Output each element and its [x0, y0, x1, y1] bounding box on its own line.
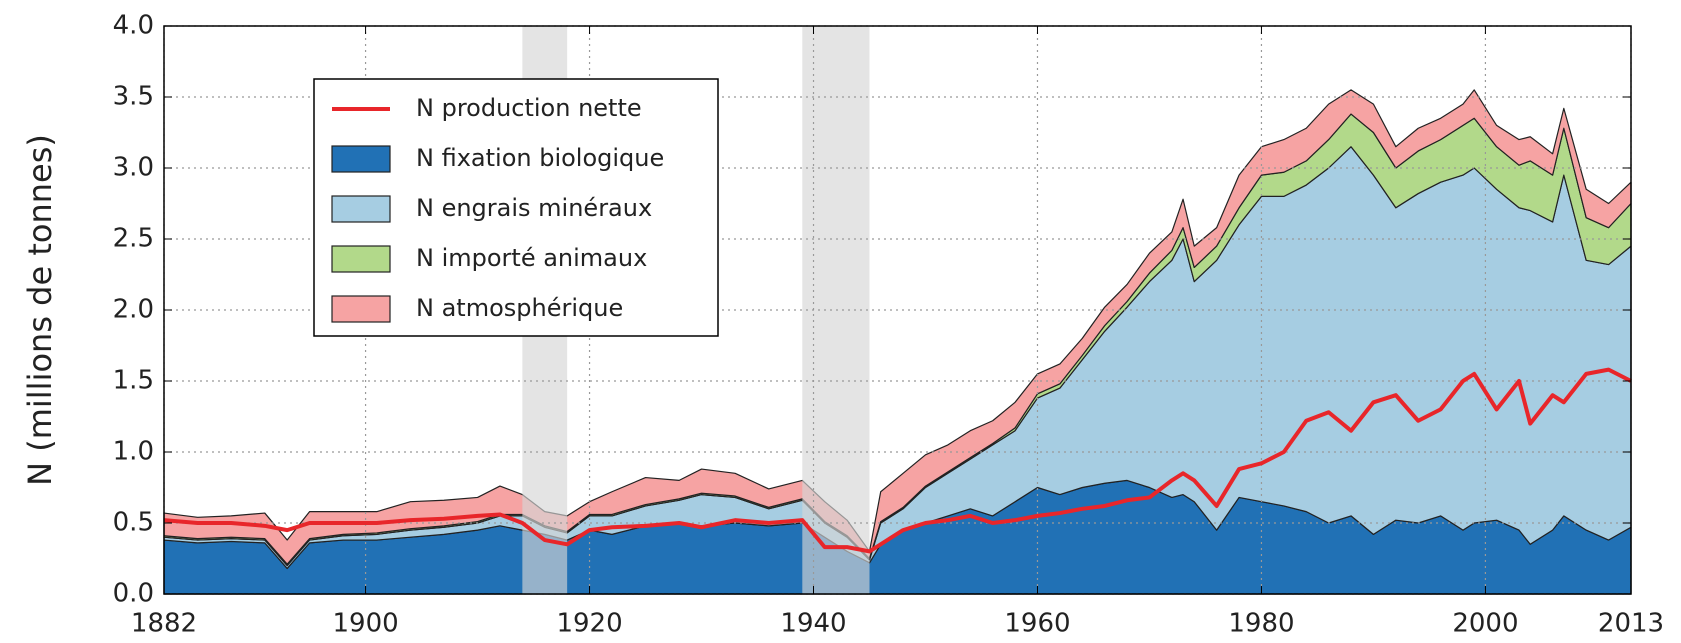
y-tick-label: 3.0	[113, 153, 154, 183]
y-tick-label: 3.5	[113, 82, 154, 112]
x-tick-label: 2000	[1452, 609, 1518, 639]
legend-swatch	[331, 195, 391, 223]
x-tick-label: 1940	[780, 609, 846, 639]
legend-swatch	[331, 145, 391, 173]
y-tick-label: 1.0	[113, 437, 154, 467]
x-tick-label: 1882	[131, 609, 197, 639]
y-tick-label: 2.0	[113, 295, 154, 325]
x-tick-label: 1900	[332, 609, 398, 639]
legend-swatch	[331, 295, 391, 323]
y-tick-label: 2.5	[113, 224, 154, 254]
x-tick-label: 1980	[1228, 609, 1294, 639]
legend-label: N atmosphérique	[416, 294, 623, 322]
x-tick-label: 1920	[556, 609, 622, 639]
x-tick-label: 1960	[1004, 609, 1070, 639]
legend-label: N fixation biologique	[416, 144, 664, 172]
y-tick-label: 0.0	[113, 579, 154, 609]
y-axis-label: N (millions de tonnes)	[21, 134, 59, 486]
legend-label: N production nette	[416, 94, 642, 122]
y-tick-label: 4.0	[113, 11, 154, 41]
legend-label: N engrais minéraux	[416, 194, 652, 222]
legend: N production nette N fixation biologique N…	[313, 78, 719, 337]
legend-swatch	[331, 245, 391, 273]
line	[163, 367, 1632, 554]
y-tick-label: 1.5	[113, 366, 154, 396]
legend-label: N importé animaux	[416, 244, 647, 272]
y-tick-label: 0.5	[113, 508, 154, 538]
x-tick-label: 2013	[1598, 609, 1664, 639]
